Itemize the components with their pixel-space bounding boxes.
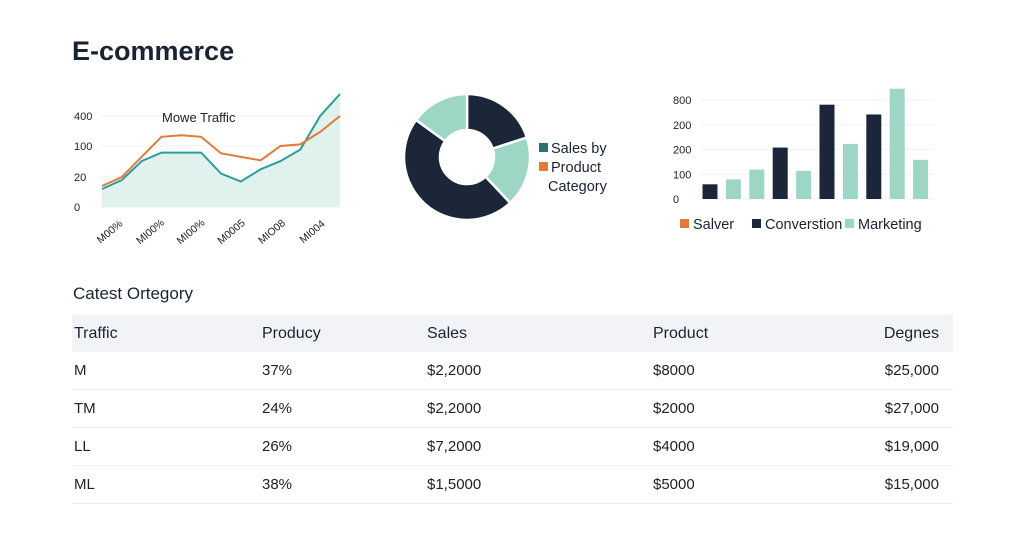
table-cell: $2,2000 <box>427 389 653 428</box>
legend-label: Marketing <box>858 217 922 233</box>
chart-title: Mowe Traffic <box>162 110 236 125</box>
legend-swatch <box>539 143 548 152</box>
table-cell: $2,2000 <box>427 352 653 390</box>
table-cell: M <box>72 352 262 390</box>
x-tick-label: MI00% <box>134 217 167 247</box>
legend-label: Converstion <box>765 217 842 233</box>
table-cell: $7,2000 <box>427 427 653 466</box>
table-cell: ML <box>72 465 262 504</box>
bar <box>796 170 812 199</box>
page-title: E-commerce <box>72 36 235 66</box>
table-cell: $4000 <box>653 427 787 466</box>
table-cell: $8000 <box>653 352 787 390</box>
x-tick-label: M00% <box>95 218 126 246</box>
bar <box>913 159 929 199</box>
column-header: Traffic <box>72 315 262 352</box>
legend-swatch <box>539 162 548 171</box>
series-line-1 <box>101 115 341 187</box>
table-row: LL 26% $7,2000 $4000 $19,000 <box>72 427 953 466</box>
table-row: M 37% $2,2000 $8000 $25,000 <box>72 352 953 390</box>
table-cell: LL <box>72 427 262 466</box>
series-area <box>102 94 340 207</box>
y-tick-label: 400 <box>74 111 92 123</box>
y-tick-label: 100 <box>74 141 92 153</box>
category-table: Traffic Producy Sales Product Degnes M 37% $2,… <box>72 315 953 504</box>
table-cell: 38% <box>262 465 427 504</box>
bar <box>889 88 905 199</box>
table-cell: $25,000 <box>786 352 953 390</box>
column-header: Product <box>653 315 787 352</box>
bar <box>842 143 858 199</box>
table-cell: $1,5000 <box>427 465 653 504</box>
table-cell: $27,000 <box>786 389 953 428</box>
y-tick-label: 200 <box>673 145 691 157</box>
table-cell: 37% <box>262 352 427 390</box>
y-tick-label: 20 <box>74 172 86 184</box>
donut-slice <box>414 92 469 143</box>
column-header: Sales <box>427 315 653 352</box>
table-row: ML 38% $1,5000 $5000 $15,000 <box>72 465 953 504</box>
legend-label: Sales by <box>551 141 607 157</box>
table-cell: $2000 <box>653 389 787 428</box>
x-tick-label: MIO08 <box>256 217 288 247</box>
legend-swatch <box>845 219 854 228</box>
y-tick-label: 100 <box>673 169 691 181</box>
legend-swatch <box>680 219 689 228</box>
bar <box>702 184 718 199</box>
x-tick-label: MI00% <box>175 217 208 247</box>
series-line-0 <box>101 93 341 190</box>
table-cell: 24% <box>262 389 427 428</box>
column-header: Producy <box>262 315 427 352</box>
x-tick-label: M0005 <box>215 217 247 247</box>
legend-label: Salver <box>693 217 734 233</box>
legend-swatch <box>752 219 761 228</box>
y-tick-label: 200 <box>673 120 691 132</box>
x-tick-label: MI004 <box>297 218 327 246</box>
bar <box>819 104 835 199</box>
bar <box>866 114 882 199</box>
donut-slice <box>402 118 512 222</box>
table-cell: $5000 <box>653 465 787 504</box>
legend-label: Product <box>551 160 601 176</box>
table-cell: $19,000 <box>786 427 953 466</box>
bar <box>772 147 788 199</box>
y-tick-label: 800 <box>673 95 691 107</box>
y-tick-label: 0 <box>74 202 80 214</box>
table-header-row: Traffic Producy Sales Product Degnes <box>72 315 953 352</box>
column-header: Degnes <box>786 315 953 352</box>
table-cell: $15,000 <box>786 465 953 504</box>
table-title: Catest Ortegory <box>73 284 193 303</box>
bar <box>725 179 741 199</box>
legend-label: Category <box>548 179 608 195</box>
table-cell: TM <box>72 389 262 428</box>
y-tick-label: 0 <box>673 194 679 206</box>
bar <box>749 169 765 199</box>
table-row: TM 24% $2,2000 $2000 $27,000 <box>72 389 953 428</box>
table-cell: 26% <box>262 427 427 466</box>
